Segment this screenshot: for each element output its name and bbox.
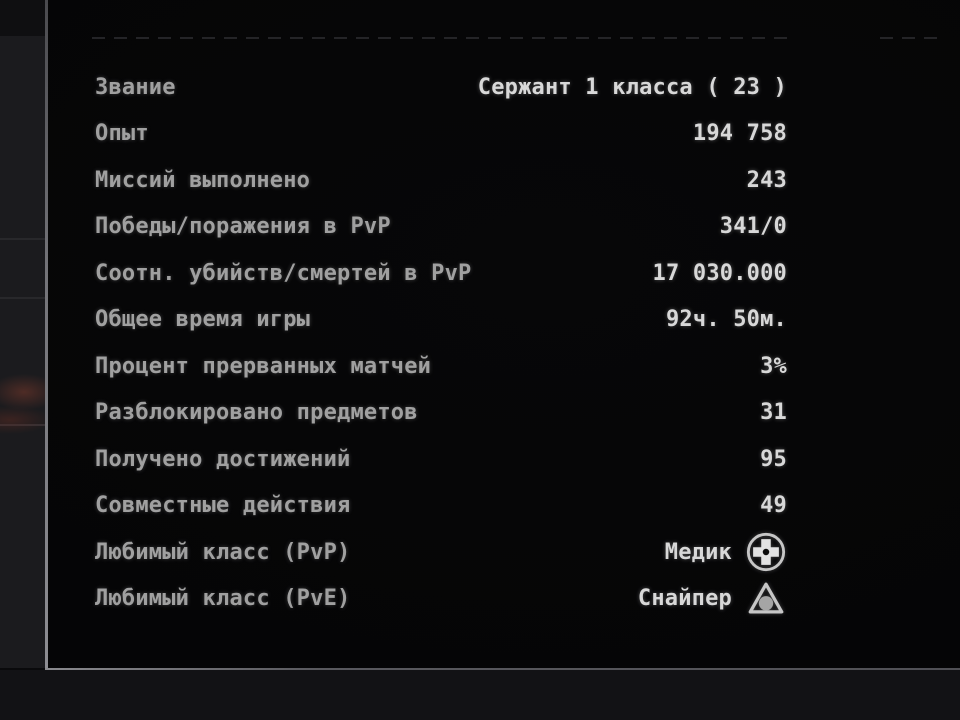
stat-row-missions-completed: Миссий выполнено 243 <box>95 157 787 204</box>
stat-row-pvp-wins-losses: Победы/поражения в PvP 341/0 <box>95 204 787 251</box>
stat-value: Медик <box>664 539 732 565</box>
stat-label: Победы/поражения в PvP <box>95 214 391 240</box>
stat-label: Любимый класс (PvP) <box>95 539 351 565</box>
stat-value: 17 030.000 <box>652 260 787 286</box>
background-left-strip <box>0 0 45 668</box>
stat-row-favorite-class-pve: Любимый класс (PvE) Снайпер <box>95 576 787 623</box>
stat-value: 92ч. 50м. <box>665 307 787 333</box>
stat-label: Процент прерванных матчей <box>95 353 432 379</box>
stat-value: 194 758 <box>692 121 787 147</box>
stat-row-rank: Звание Сержант 1 класса ( 23 ) <box>95 64 787 111</box>
stat-row-pvp-kd-ratio: Соотн. убийств/смертей в PvP 17 030.000 <box>95 250 787 297</box>
stat-value: 243 <box>746 167 787 193</box>
stat-row-coop-actions: Совместные действия 49 <box>95 483 787 530</box>
stat-label: Миссий выполнено <box>95 167 311 193</box>
stat-label: Соотн. убийств/смертей в PvP <box>95 260 472 286</box>
panel-bottom-border <box>45 668 960 670</box>
stat-value: 3% <box>760 353 787 379</box>
stat-row-favorite-class-pvp: Любимый класс (PvP) Медик <box>95 529 787 576</box>
panel-left-divider <box>45 0 48 670</box>
stat-value: 49 <box>760 493 787 519</box>
stat-row-experience: Опыт 194 758 <box>95 111 787 158</box>
medic-class-icon <box>746 533 786 572</box>
player-stats-table: Звание Сержант 1 класса ( 23 ) Опыт 194 … <box>95 64 787 622</box>
stat-label: Опыт <box>95 121 149 147</box>
stat-label: Получено достижений <box>95 446 351 472</box>
sniper-class-icon <box>748 582 784 614</box>
stat-row-aborted-matches-percent: Процент прерванных матчей 3% <box>95 343 787 390</box>
stat-label: Общее время игры <box>95 307 311 333</box>
stat-row-total-playtime: Общее время игры 92ч. 50м. <box>95 297 787 344</box>
stat-label: Совместные действия <box>95 493 351 519</box>
stat-value: 95 <box>760 446 787 472</box>
stat-label: Звание <box>95 74 176 100</box>
stat-row-items-unlocked: Разблокировано предметов 31 <box>95 390 787 437</box>
player-stats-panel: Звание Сержант 1 класса ( 23 ) Опыт 194 … <box>48 0 960 668</box>
background-bottom-strip <box>0 670 960 720</box>
stat-value: 31 <box>760 400 787 426</box>
stat-row-achievements-earned: Получено достижений 95 <box>95 436 787 483</box>
stat-value: 341/0 <box>719 214 787 240</box>
top-dotted-separator <box>92 37 792 39</box>
stat-label: Любимый класс (PvE) <box>95 586 351 612</box>
stat-label: Разблокировано предметов <box>95 400 418 426</box>
stat-value-group: Снайпер <box>638 578 787 620</box>
stat-value: Сержант 1 класса ( 23 ) <box>477 74 787 100</box>
stat-value-group: Медик <box>665 531 787 573</box>
stat-value: Снайпер <box>637 586 732 612</box>
top-dotted-separator <box>880 37 946 39</box>
